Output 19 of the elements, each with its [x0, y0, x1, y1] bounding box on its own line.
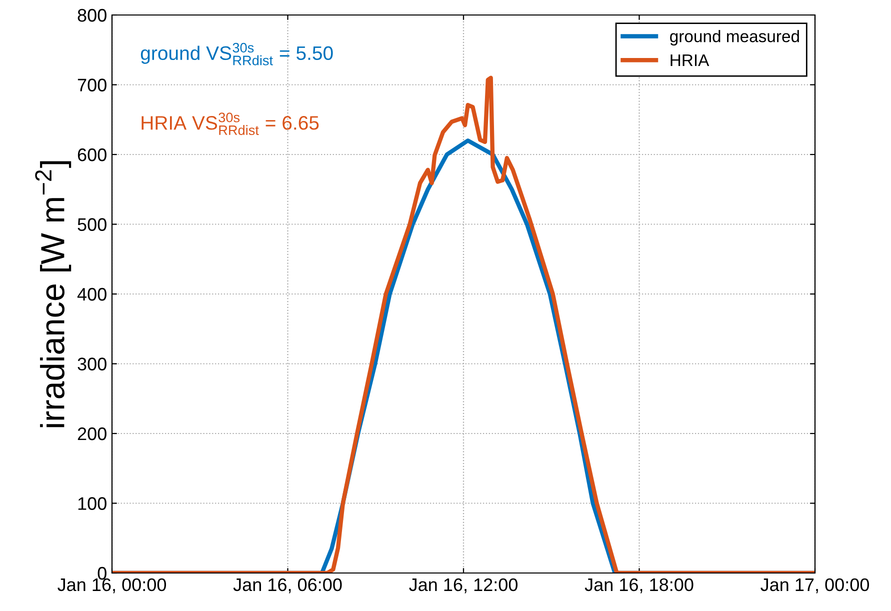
y-tick-label: 0 — [98, 566, 106, 580]
y-tick-label: 700 — [78, 78, 106, 92]
annotation: ground VS$^{30s}$$_{RRdist}$ = 5.50 — [140, 42, 333, 66]
y-tick-label: 200 — [78, 427, 106, 440]
x-tick-label: Jan 16, 06:00 — [233, 578, 342, 594]
annotation: HRIA VS$^{30s}$$_{RRdist}$ = 6.65 — [142, 112, 319, 136]
y-tick-label: 600 — [78, 148, 106, 162]
y-tick-label: 400 — [77, 288, 106, 301]
y-axis-title: irradiance [W m$^{−2}$] — [35, 161, 72, 428]
x-tick-label: Jan 16, 18:00 — [584, 578, 694, 594]
y-tick-label: 800 — [78, 8, 106, 22]
y-tick-label: 500 — [78, 218, 106, 231]
legend-label: HRIA — [670, 54, 710, 66]
x-tick-label: Jan 17, 00:00 — [760, 578, 870, 594]
y-tick-label: 100 — [78, 497, 106, 510]
x-tick-label: Jan 16, 12:00 — [409, 578, 518, 594]
y-tick-label: 300 — [78, 358, 106, 370]
legend-label: ground measured — [670, 30, 799, 46]
x-tick-label: Jan 16, 00:00 — [58, 578, 166, 594]
